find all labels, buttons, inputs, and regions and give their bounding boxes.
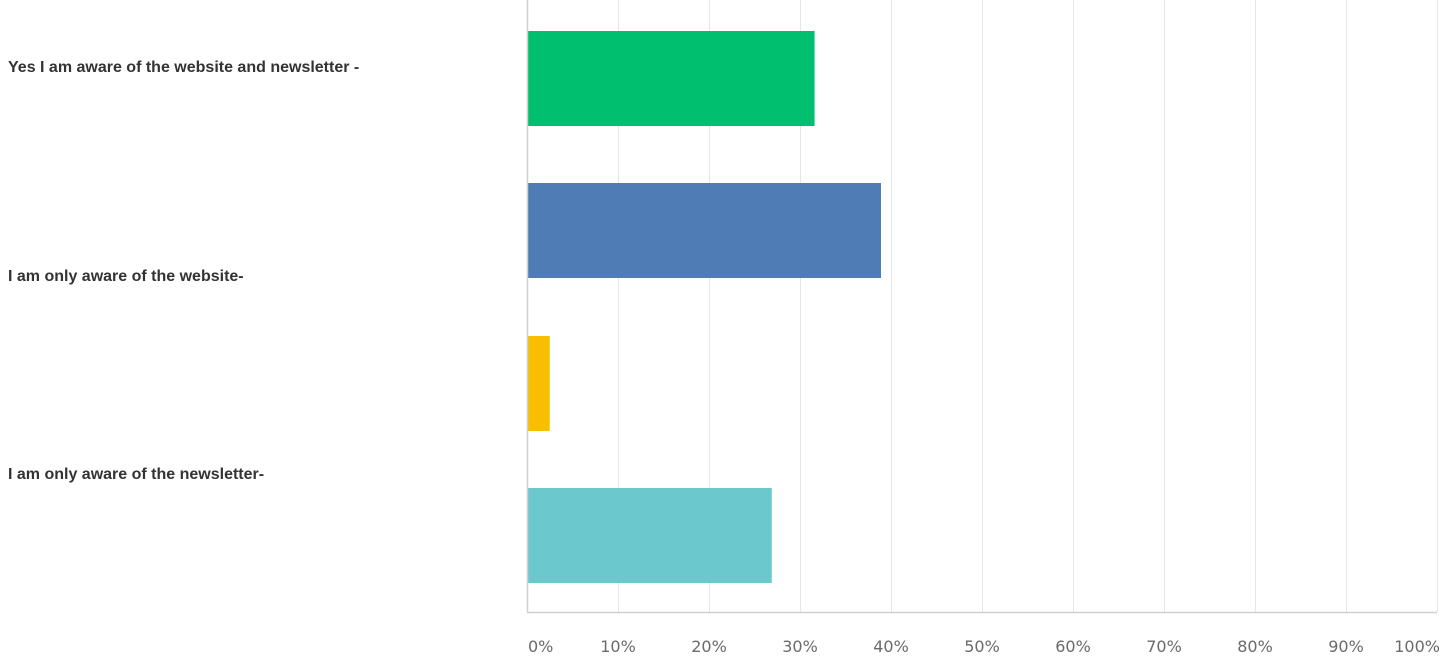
bar-2 <box>527 183 881 278</box>
tick-label-0: 0% <box>528 637 553 656</box>
bars <box>527 31 881 583</box>
bar-1 <box>527 31 815 126</box>
tick-label-20: 20% <box>691 637 727 656</box>
tick-label-60: 60% <box>1055 637 1091 656</box>
tick-label-10: 10% <box>600 637 636 656</box>
tick-label-40: 40% <box>873 637 909 656</box>
category-label-2: I am only aware of the website- <box>8 268 244 285</box>
x-axis-tick-labels: 0% 10% 20% 30% 40% 50% 60% 70% 80% 90% 100% <box>528 637 1440 656</box>
tick-label-100: 100% <box>1394 637 1440 656</box>
category-label-1: Yes I am aware of the website and newsle… <box>8 59 359 76</box>
tick-label-30: 30% <box>782 637 818 656</box>
bar-3 <box>527 336 550 431</box>
category-label-4: I am only aware of the newsletter- <box>8 466 264 483</box>
tick-label-80: 80% <box>1237 637 1273 656</box>
category-labels: Yes I am aware of the website and newsle… <box>8 59 359 483</box>
bar-4 <box>527 488 772 583</box>
tick-label-70: 70% <box>1146 637 1182 656</box>
tick-label-90: 90% <box>1328 637 1364 656</box>
tick-label-50: 50% <box>964 637 1000 656</box>
